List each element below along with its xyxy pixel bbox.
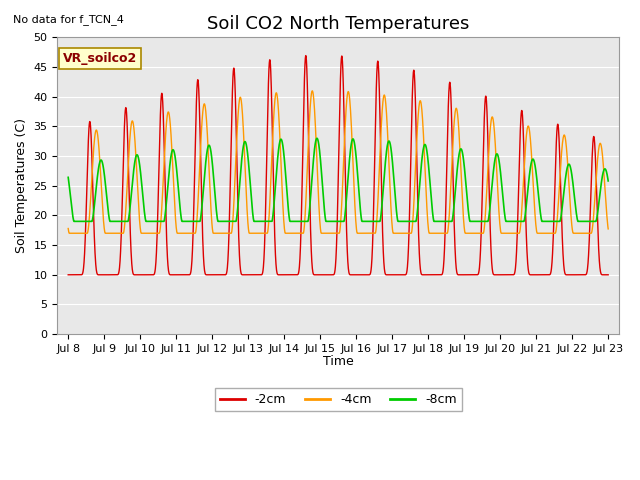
Text: No data for f_TCN_4: No data for f_TCN_4 [13,14,124,25]
Y-axis label: Soil Temperatures (C): Soil Temperatures (C) [15,118,28,253]
X-axis label: Time: Time [323,355,353,368]
-8cm [70,218,78,224]
-4cm [604,226,612,232]
-2cm [65,272,72,277]
Line: -2cm: -2cm [68,56,608,275]
-4cm [158,201,166,207]
-8cm [126,205,134,211]
-2cm [158,90,166,96]
-4cm [536,230,543,236]
-2cm [271,248,279,253]
Text: VR_soilco2: VR_soilco2 [63,52,137,65]
-2cm [604,272,612,277]
-4cm [126,134,134,140]
-2cm [126,213,134,219]
-8cm [604,178,612,184]
-4cm [65,230,73,236]
-2cm [536,272,543,277]
Legend: -2cm, -4cm, -8cm: -2cm, -4cm, -8cm [214,388,461,411]
Title: Soil CO2 North Temperatures: Soil CO2 North Temperatures [207,15,469,33]
-8cm [271,183,279,189]
-4cm [271,93,279,98]
-8cm [594,208,602,214]
-8cm [158,218,166,224]
Line: -4cm: -4cm [68,91,608,233]
-4cm [594,153,602,159]
-4cm [65,226,72,231]
-8cm [295,218,303,224]
-8cm [536,204,543,210]
-4cm [308,88,316,94]
-2cm [302,53,310,59]
-8cm [313,135,321,141]
-8cm [65,174,72,180]
-2cm [295,270,303,276]
-4cm [295,230,303,236]
Line: -8cm: -8cm [68,138,608,221]
-2cm [594,224,602,229]
